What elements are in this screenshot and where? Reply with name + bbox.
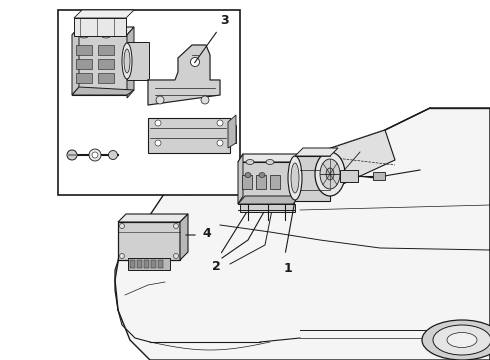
Ellipse shape: [246, 159, 254, 165]
Polygon shape: [238, 196, 300, 204]
Ellipse shape: [173, 253, 178, 258]
Ellipse shape: [108, 150, 118, 159]
Polygon shape: [127, 27, 134, 98]
Ellipse shape: [315, 152, 345, 196]
Bar: [98, 59, 114, 69]
Bar: [74, 18, 126, 36]
Bar: [98, 73, 114, 83]
Bar: [127, 42, 149, 80]
Bar: [242, 175, 252, 189]
Polygon shape: [228, 115, 236, 148]
Polygon shape: [238, 154, 243, 204]
Polygon shape: [238, 154, 300, 162]
Ellipse shape: [433, 325, 490, 355]
Ellipse shape: [447, 333, 477, 347]
Polygon shape: [310, 130, 395, 190]
Ellipse shape: [320, 159, 340, 189]
Ellipse shape: [122, 43, 132, 79]
Ellipse shape: [217, 140, 223, 146]
Ellipse shape: [288, 156, 302, 200]
Bar: [76, 45, 92, 55]
Text: 3: 3: [220, 14, 229, 27]
Bar: [118, 222, 180, 260]
Bar: [228, 125, 236, 143]
Ellipse shape: [326, 168, 334, 180]
Bar: [144, 260, 149, 268]
Polygon shape: [72, 87, 134, 95]
Ellipse shape: [266, 159, 274, 165]
Text: 4: 4: [202, 226, 211, 239]
Polygon shape: [240, 204, 295, 212]
Ellipse shape: [120, 253, 124, 258]
Polygon shape: [148, 45, 220, 105]
Ellipse shape: [156, 96, 164, 104]
Bar: [76, 59, 92, 69]
Ellipse shape: [155, 140, 161, 146]
Polygon shape: [72, 27, 79, 95]
Ellipse shape: [120, 224, 124, 229]
Ellipse shape: [173, 224, 178, 229]
Bar: [137, 260, 142, 268]
Ellipse shape: [124, 49, 130, 73]
Ellipse shape: [291, 163, 299, 193]
Ellipse shape: [89, 149, 101, 161]
Bar: [128, 258, 170, 270]
Bar: [72, 35, 127, 95]
Bar: [148, 118, 230, 153]
Polygon shape: [310, 130, 395, 190]
Ellipse shape: [79, 32, 89, 38]
Bar: [295, 156, 330, 201]
Text: 2: 2: [212, 260, 220, 273]
Bar: [130, 260, 135, 268]
Polygon shape: [118, 214, 188, 222]
Polygon shape: [115, 108, 490, 360]
Bar: [256, 175, 266, 189]
Ellipse shape: [201, 96, 209, 104]
Ellipse shape: [92, 152, 98, 158]
Bar: [76, 73, 92, 83]
Text: 1: 1: [284, 262, 293, 275]
Ellipse shape: [422, 320, 490, 360]
Bar: [98, 45, 114, 55]
Bar: [58, 10, 240, 195]
Ellipse shape: [67, 150, 77, 160]
Ellipse shape: [245, 172, 251, 177]
Bar: [158, 260, 163, 268]
Bar: [238, 162, 293, 204]
Ellipse shape: [217, 120, 223, 126]
Polygon shape: [180, 214, 188, 260]
Ellipse shape: [259, 172, 265, 177]
Polygon shape: [72, 27, 134, 35]
Polygon shape: [293, 154, 300, 204]
Bar: [270, 175, 280, 189]
Polygon shape: [74, 10, 134, 18]
Ellipse shape: [101, 32, 111, 38]
Ellipse shape: [155, 120, 161, 126]
Polygon shape: [295, 148, 338, 156]
Ellipse shape: [191, 58, 199, 67]
Bar: [340, 170, 358, 182]
Bar: [373, 172, 385, 180]
Bar: [151, 260, 156, 268]
